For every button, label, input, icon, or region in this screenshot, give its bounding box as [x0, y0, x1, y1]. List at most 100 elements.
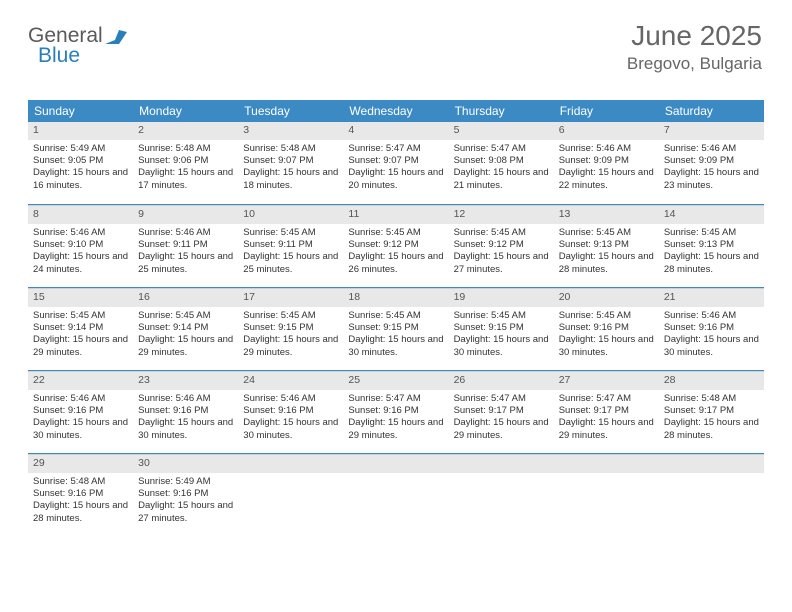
day-cell [659, 454, 764, 536]
week-row: 29Sunrise: 5:48 AMSunset: 9:16 PMDayligh… [28, 454, 764, 536]
day-cell: 5Sunrise: 5:47 AMSunset: 9:08 PMDaylight… [449, 122, 554, 204]
sunrise-line: Sunrise: 5:48 AM [664, 393, 759, 405]
day-cell: 26Sunrise: 5:47 AMSunset: 9:17 PMDayligh… [449, 371, 554, 453]
day-number: 16 [133, 288, 238, 307]
daylight-line: Daylight: 15 hours and 29 minutes. [348, 417, 443, 442]
day-number: 4 [343, 122, 448, 140]
day-number: 20 [554, 288, 659, 307]
sunset-line: Sunset: 9:13 PM [559, 239, 654, 251]
day-cell: 13Sunrise: 5:45 AMSunset: 9:13 PMDayligh… [554, 205, 659, 287]
sunset-line: Sunset: 9:16 PM [348, 405, 443, 417]
sunrise-line: Sunrise: 5:49 AM [33, 143, 128, 155]
location-label: Bregovo, Bulgaria [627, 54, 762, 74]
day-cell: 22Sunrise: 5:46 AMSunset: 9:16 PMDayligh… [28, 371, 133, 453]
daylight-line: Daylight: 15 hours and 30 minutes. [454, 334, 549, 359]
day-number: 2 [133, 122, 238, 140]
day-cell: 24Sunrise: 5:46 AMSunset: 9:16 PMDayligh… [238, 371, 343, 453]
day-cell: 20Sunrise: 5:45 AMSunset: 9:16 PMDayligh… [554, 288, 659, 370]
daylight-line: Daylight: 15 hours and 22 minutes. [559, 167, 654, 192]
sunset-line: Sunset: 9:16 PM [33, 405, 128, 417]
day-number: 7 [659, 122, 764, 140]
daylight-line: Daylight: 15 hours and 24 minutes. [33, 251, 128, 276]
sunrise-line: Sunrise: 5:45 AM [559, 310, 654, 322]
sunrise-line: Sunrise: 5:45 AM [454, 310, 549, 322]
daylight-line: Daylight: 15 hours and 28 minutes. [664, 417, 759, 442]
day-cell: 27Sunrise: 5:47 AMSunset: 9:17 PMDayligh… [554, 371, 659, 453]
sunrise-line: Sunrise: 5:45 AM [559, 227, 654, 239]
sunset-line: Sunset: 9:14 PM [138, 322, 233, 334]
day-number: 24 [238, 371, 343, 390]
sunset-line: Sunset: 9:07 PM [348, 155, 443, 167]
page-title: June 2025 [627, 20, 762, 52]
day-cell: 21Sunrise: 5:46 AMSunset: 9:16 PMDayligh… [659, 288, 764, 370]
sunrise-line: Sunrise: 5:46 AM [33, 227, 128, 239]
daylight-line: Daylight: 15 hours and 29 minutes. [33, 334, 128, 359]
daylight-line: Daylight: 15 hours and 17 minutes. [138, 167, 233, 192]
day-number: 3 [238, 122, 343, 140]
day-number: 6 [554, 122, 659, 140]
day-number: 28 [659, 371, 764, 390]
day-number: 21 [659, 288, 764, 307]
sunrise-line: Sunrise: 5:45 AM [138, 310, 233, 322]
sunset-line: Sunset: 9:12 PM [348, 239, 443, 251]
sunrise-line: Sunrise: 5:47 AM [559, 393, 654, 405]
daylight-line: Daylight: 15 hours and 29 minutes. [138, 334, 233, 359]
week-row: 8Sunrise: 5:46 AMSunset: 9:10 PMDaylight… [28, 205, 764, 288]
day-number: 25 [343, 371, 448, 390]
weekday-header: Wednesday [343, 100, 448, 122]
day-cell: 25 Sunrise: 5:47 AMSunset: 9:16 PMDayligh… [343, 371, 448, 453]
sunrise-line: Sunrise: 5:46 AM [138, 227, 233, 239]
sunrise-line: Sunrise: 5:47 AM [454, 143, 549, 155]
day-cell: 12Sunrise: 5:45 AMSunset: 9:12 PMDayligh… [449, 205, 554, 287]
day-number: 26 [449, 371, 554, 390]
daylight-line: Daylight: 15 hours and 21 minutes. [454, 167, 549, 192]
sunset-line: Sunset: 9:09 PM [559, 155, 654, 167]
sunrise-line: Sunrise: 5:45 AM [348, 310, 443, 322]
daylight-line: Daylight: 15 hours and 30 minutes. [348, 334, 443, 359]
sunrise-line: Sunrise: 5:46 AM [138, 393, 233, 405]
sunset-line: Sunset: 9:16 PM [138, 405, 233, 417]
day-number: 19 [449, 288, 554, 307]
daylight-line: Daylight: 15 hours and 30 minutes. [33, 417, 128, 442]
sunset-line: Sunset: 9:17 PM [454, 405, 549, 417]
day-cell: 8Sunrise: 5:46 AMSunset: 9:10 PMDaylight… [28, 205, 133, 287]
sunrise-line: Sunrise: 5:47 AM [348, 393, 443, 405]
day-cell: 28Sunrise: 5:48 AMSunset: 9:17 PMDayligh… [659, 371, 764, 453]
sunset-line: Sunset: 9:15 PM [348, 322, 443, 334]
sunset-line: Sunset: 9:17 PM [559, 405, 654, 417]
sunset-line: Sunset: 9:06 PM [138, 155, 233, 167]
day-cell: 17Sunrise: 5:45 AMSunset: 9:15 PMDayligh… [238, 288, 343, 370]
sunset-line: Sunset: 9:16 PM [664, 322, 759, 334]
sunset-line: Sunset: 9:05 PM [33, 155, 128, 167]
day-number: 5 [449, 122, 554, 140]
sunset-line: Sunset: 9:10 PM [33, 239, 128, 251]
day-cell: 23Sunrise: 5:46 AMSunset: 9:16 PMDayligh… [133, 371, 238, 453]
daylight-line: Daylight: 15 hours and 29 minutes. [559, 417, 654, 442]
day-cell: 7Sunrise: 5:46 AMSunset: 9:09 PMDaylight… [659, 122, 764, 204]
week-row: 22Sunrise: 5:46 AMSunset: 9:16 PMDayligh… [28, 371, 764, 454]
sunrise-line: Sunrise: 5:45 AM [454, 227, 549, 239]
day-number: 10 [238, 205, 343, 224]
weekday-header-row: SundayMondayTuesdayWednesdayThursdayFrid… [28, 100, 764, 122]
day-number: 9 [133, 205, 238, 224]
day-number [659, 454, 764, 473]
sunset-line: Sunset: 9:12 PM [454, 239, 549, 251]
sunrise-line: Sunrise: 5:45 AM [348, 227, 443, 239]
daylight-line: Daylight: 15 hours and 16 minutes. [33, 167, 128, 192]
sunrise-line: Sunrise: 5:45 AM [33, 310, 128, 322]
daylight-line: Daylight: 15 hours and 27 minutes. [138, 500, 233, 525]
day-number: 11 [343, 205, 448, 224]
sunrise-line: Sunrise: 5:46 AM [243, 393, 338, 405]
daylight-line: Daylight: 15 hours and 28 minutes. [559, 251, 654, 276]
day-cell: 18 Sunrise: 5:45 AMSunset: 9:15 PMDayligh… [343, 288, 448, 370]
day-cell [343, 454, 448, 536]
weekday-header: Monday [133, 100, 238, 122]
day-number: 18 [343, 288, 448, 307]
sunrise-line: Sunrise: 5:45 AM [243, 227, 338, 239]
day-cell: 29Sunrise: 5:48 AMSunset: 9:16 PMDayligh… [28, 454, 133, 536]
day-number: 15 [28, 288, 133, 307]
sunset-line: Sunset: 9:16 PM [33, 488, 128, 500]
day-cell: 10Sunrise: 5:45 AMSunset: 9:11 PMDayligh… [238, 205, 343, 287]
sunrise-line: Sunrise: 5:47 AM [348, 143, 443, 155]
day-cell: 9Sunrise: 5:46 AMSunset: 9:11 PMDaylight… [133, 205, 238, 287]
